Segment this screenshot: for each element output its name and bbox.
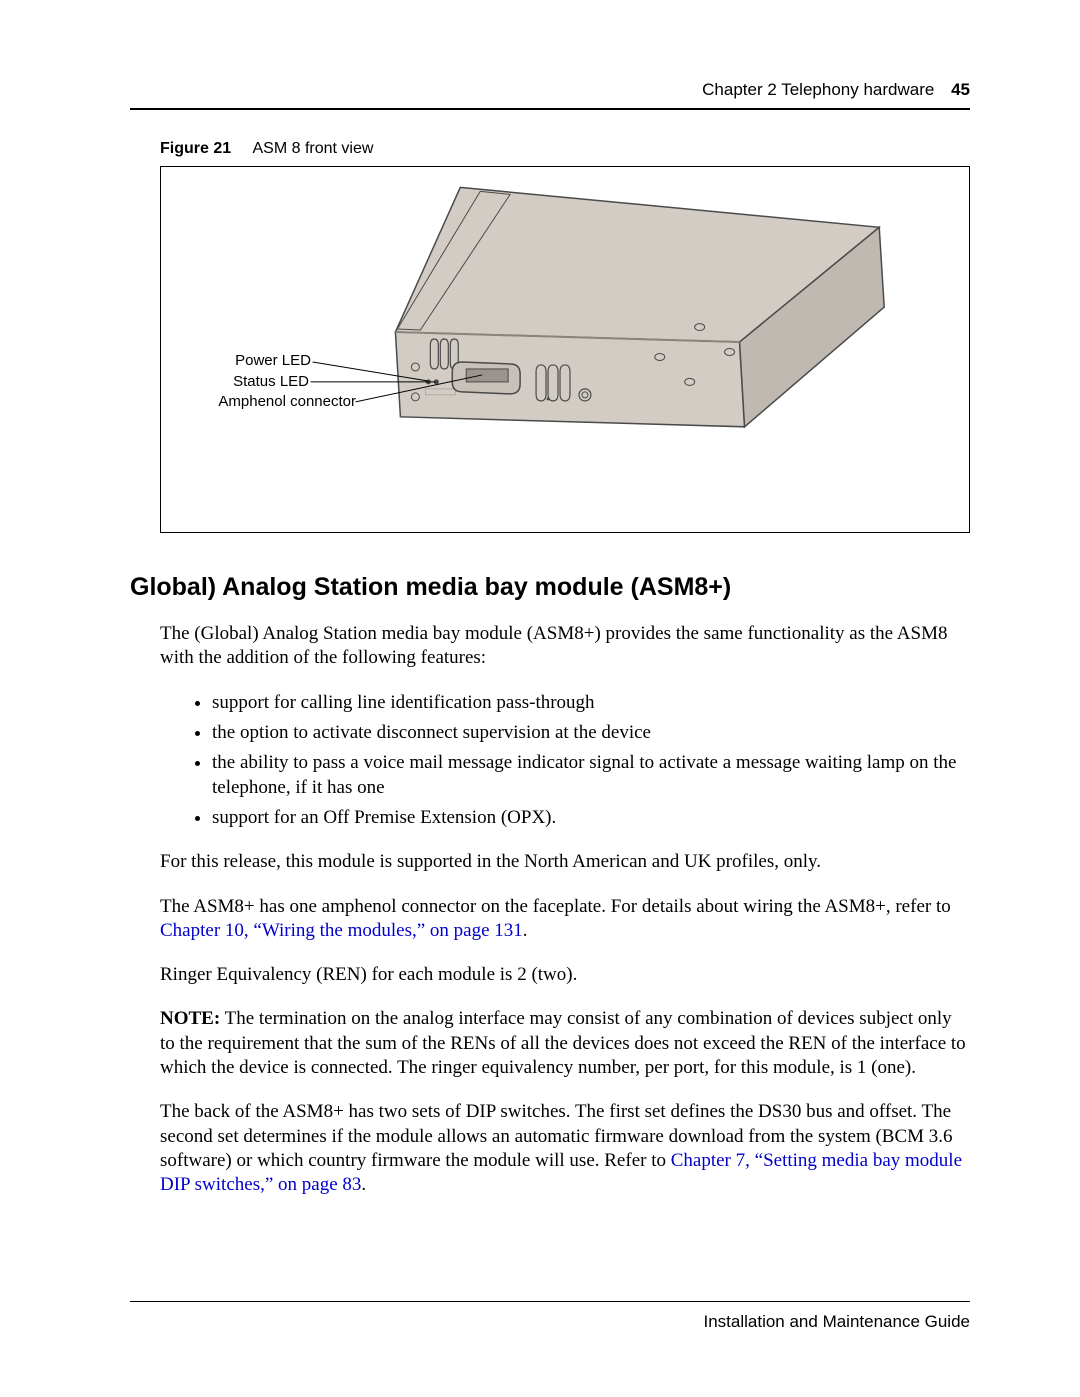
list-item: the ability to pass a voice mail message… bbox=[212, 751, 970, 800]
figure-caption: Figure 21 ASM 8 front view bbox=[160, 140, 970, 158]
body-text: The (Global) Analog Station media bay mo… bbox=[160, 622, 970, 1198]
page-footer: Installation and Maintenance Guide bbox=[130, 1301, 970, 1332]
figure-title: ASM 8 front view bbox=[253, 140, 374, 157]
figure-label: Figure 21 bbox=[160, 140, 231, 157]
asm8-illustration bbox=[161, 167, 969, 532]
list-item: support for calling line identification … bbox=[212, 691, 970, 715]
wiring-link[interactable]: Chapter 10, “Wiring the modules,” on pag… bbox=[160, 920, 523, 941]
intro-paragraph: The (Global) Analog Station media bay mo… bbox=[160, 622, 970, 671]
page-number: 45 bbox=[951, 80, 970, 99]
chapter-label: Chapter 2 Telephony hardware bbox=[702, 80, 934, 99]
footer-text: Installation and Maintenance Guide bbox=[703, 1312, 970, 1331]
feature-list: support for calling line identification … bbox=[160, 691, 970, 831]
dip-paragraph: The back of the ASM8+ has two sets of DI… bbox=[160, 1100, 970, 1197]
page: Chapter 2 Telephony hardware 45 Figure 2… bbox=[0, 0, 1080, 1397]
page-header: Chapter 2 Telephony hardware 45 bbox=[130, 80, 970, 110]
amphenol-paragraph: The ASM8+ has one amphenol connector on … bbox=[160, 895, 970, 944]
support-paragraph: For this release, this module is support… bbox=[160, 850, 970, 874]
list-item: support for an Off Premise Extension (OP… bbox=[212, 806, 970, 830]
section-heading: Global) Analog Station media bay module … bbox=[130, 573, 970, 602]
figure-box: Power LED Status LED Amphenol connector bbox=[160, 166, 970, 533]
note-label: NOTE: bbox=[160, 1008, 220, 1029]
ren-paragraph: Ringer Equivalency (REN) for each module… bbox=[160, 963, 970, 987]
note-paragraph: NOTE: The termination on the analog inte… bbox=[160, 1007, 970, 1080]
list-item: the option to activate disconnect superv… bbox=[212, 721, 970, 745]
callout-power-led: Power LED bbox=[221, 352, 311, 369]
callout-status-led: Status LED bbox=[221, 373, 309, 390]
callout-amphenol: Amphenol connector bbox=[201, 393, 356, 410]
